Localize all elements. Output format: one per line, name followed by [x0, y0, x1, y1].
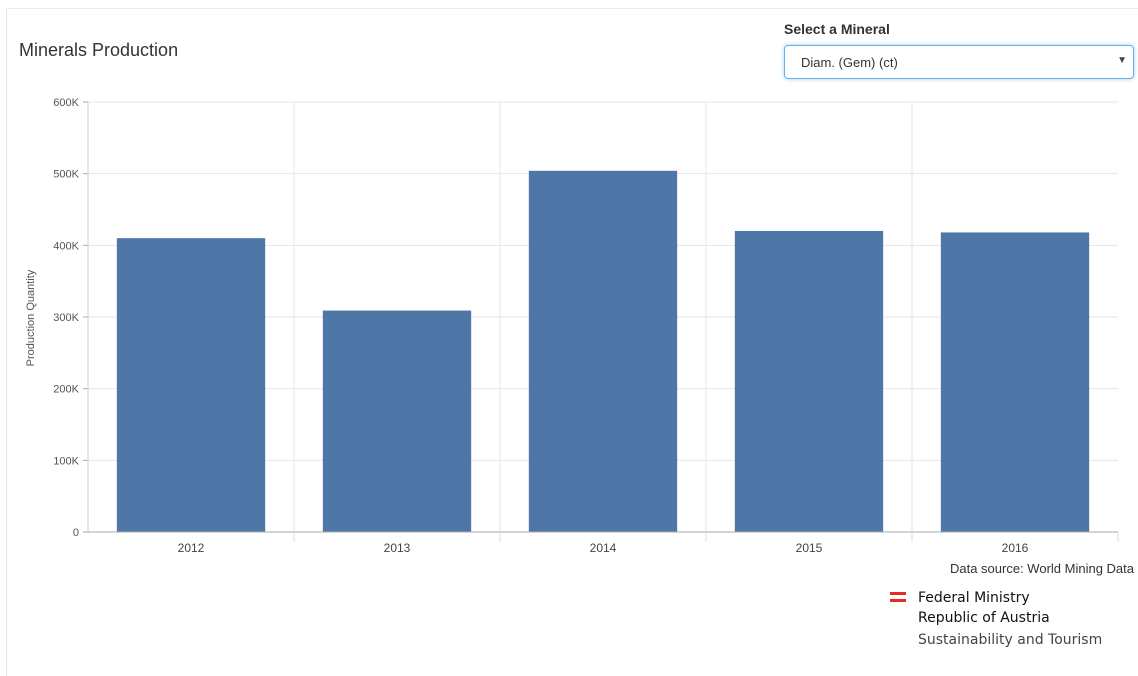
- data-source: Data source: World Mining Data: [949, 561, 1134, 576]
- bar-2016[interactable]: [940, 232, 1090, 532]
- bar-2015[interactable]: [734, 231, 884, 532]
- page-title: Minerals Production: [19, 40, 179, 60]
- bar-2014[interactable]: [528, 170, 678, 533]
- axes: 0 100K 200K 300K 400K 500K 600K 2012 2013 2014 201…: [53, 97, 1119, 555]
- chart-panel: [6, 8, 1138, 676]
- x-tick-label: 2013: [384, 541, 411, 555]
- y-tick-label: 500K: [53, 169, 79, 181]
- x-tick-label: 2014: [590, 541, 617, 555]
- y-tick-label: 600K: [53, 97, 79, 109]
- y-tick-label: 200K: [53, 384, 79, 396]
- y-axis-label: Production Quantity: [25, 269, 37, 366]
- y-tick-label: 100K: [53, 455, 79, 467]
- mineral-select-value: Diam. (Gem) (ct): [801, 55, 898, 70]
- mineral-select[interactable]: Diam. (Gem) (ct) ▼: [784, 45, 1134, 79]
- austria-flag-icon: [890, 592, 906, 604]
- x-tick-label: 2016: [1002, 541, 1029, 555]
- logo-line-1: Federal Ministry: [918, 590, 1030, 606]
- y-tick-label: 0: [73, 527, 79, 539]
- mineral-select-label: Select a Mineral: [784, 21, 890, 37]
- bar-2012[interactable]: [116, 238, 266, 532]
- y-tick-label: 400K: [53, 240, 79, 252]
- logo-line-2: Republic of Austria: [918, 610, 1050, 626]
- x-tick-label: 2012: [178, 541, 205, 555]
- y-tick-label: 300K: [53, 312, 79, 324]
- bars: [116, 170, 1090, 533]
- x-tick-label: 2015: [796, 541, 823, 555]
- bar-2013[interactable]: [322, 310, 472, 532]
- chevron-down-icon: ▼: [1117, 55, 1127, 66]
- logo-line-3: Sustainability and Tourism: [918, 632, 1103, 648]
